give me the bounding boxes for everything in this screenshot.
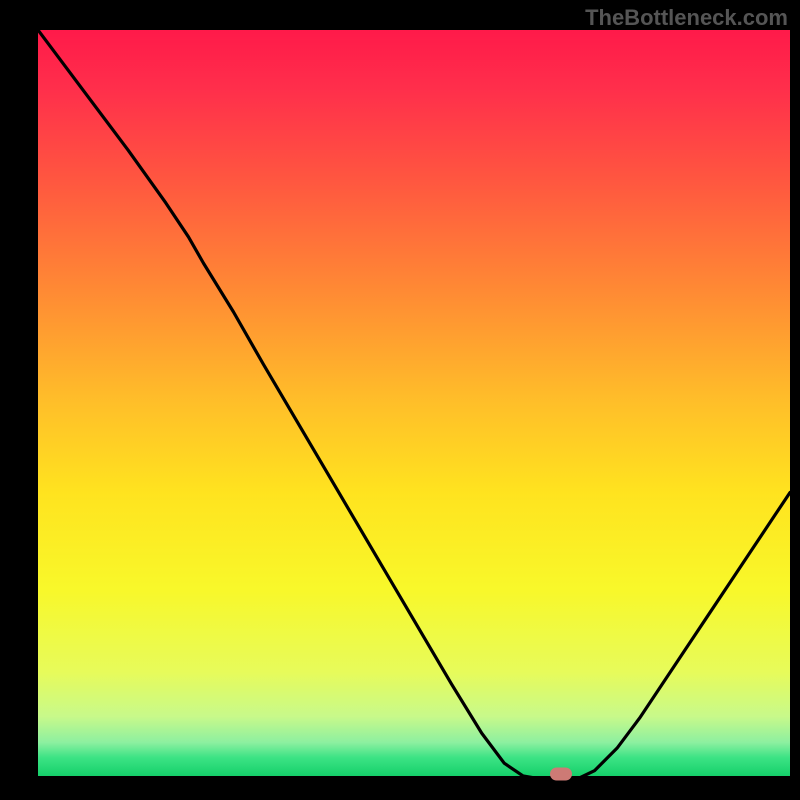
plot-area: [38, 30, 790, 776]
sweet-spot-marker: [550, 767, 572, 780]
curve-path: [38, 30, 790, 780]
chart-frame: TheBottleneck.com: [0, 0, 800, 800]
attribution-label: TheBottleneck.com: [585, 5, 788, 31]
bottleneck-curve: [38, 30, 790, 782]
